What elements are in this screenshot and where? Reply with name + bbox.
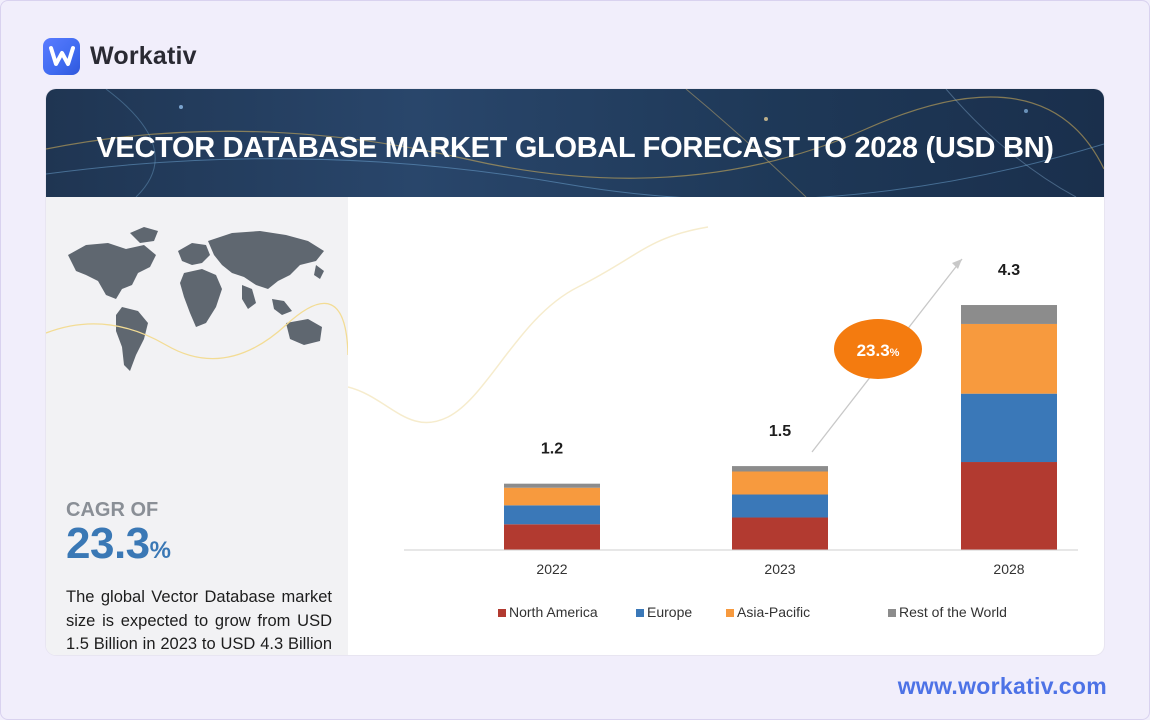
cagr-badge — [834, 319, 922, 379]
bar-2023-europe — [732, 494, 828, 518]
banner-background-graphic — [46, 89, 1104, 197]
cagr-badge-text: 23.3% — [857, 341, 900, 360]
title-banner: VECTOR DATABASE MARKET GLOBAL FORECAST T… — [46, 89, 1104, 197]
legend-item-north-america: North America — [498, 604, 598, 620]
x-tick-label-2028: 2028 — [993, 561, 1024, 577]
market-description: The global Vector Database market size i… — [66, 588, 332, 653]
legend-swatch-north-america — [498, 609, 506, 617]
legend-swatch-rest-of-the-world — [888, 609, 896, 617]
cagr-number: 23.3 — [66, 519, 150, 568]
workativ-logo-icon — [43, 37, 80, 75]
x-tick-label-2023: 2023 — [764, 561, 795, 577]
cagr-label: CAGR OF — [66, 499, 159, 521]
legend-label-north-america: North America — [509, 604, 598, 620]
chart-area: 2022 2023 2028 1.2 1.5 4.3 23.3% North Ameri… — [348, 197, 1104, 655]
growth-arrow-head-icon — [952, 259, 962, 269]
chart-title: VECTOR DATABASE MARKET GLOBAL FORECAST T… — [96, 131, 1054, 164]
bars-layer — [504, 305, 1057, 550]
brand-header: Workativ — [43, 37, 197, 75]
cagr-badge-unit: % — [890, 347, 900, 359]
bar-2022-rest-of-the-world — [504, 483, 600, 488]
x-axis-labels: 2022 2023 2028 — [536, 561, 1024, 577]
x-tick-label-2022: 2022 — [536, 561, 567, 577]
stacked-bar-chart: 2022 2023 2028 1.2 1.5 4.3 23.3% North Ameri… — [348, 226, 1078, 620]
legend-item-europe: Europe — [636, 604, 692, 620]
bar-2028-europe — [961, 393, 1057, 463]
decorative-curve — [348, 226, 709, 424]
bar-2023-rest-of-the-world — [732, 466, 828, 472]
bar-2023-north-america — [732, 517, 828, 550]
legend-label-rest-of-the-world: Rest of the World — [899, 604, 1007, 620]
bar-2022-asia-pacific — [504, 487, 600, 506]
legend: North America Europe Asia-Pacific Rest of t… — [498, 604, 1007, 620]
total-label-2022: 1.2 — [541, 441, 563, 458]
cagr-badge-value: 23.3 — [857, 341, 890, 360]
legend-item-rest-of-the-world: Rest of the World — [888, 604, 1007, 620]
summary-panel: CAGR OF 23.3% The global Vector Database… — [46, 197, 348, 655]
legend-swatch-asia-pacific — [726, 609, 734, 617]
legend-swatch-europe — [636, 609, 644, 617]
legend-item-asia-pacific: Asia-Pacific — [726, 604, 810, 620]
world-map-icon — [46, 227, 348, 371]
bar-2028-rest-of-the-world — [961, 305, 1057, 324]
brand-name: Workativ — [90, 41, 197, 70]
infographic-card: VECTOR DATABASE MARKET GLOBAL FORECAST T… — [46, 89, 1104, 655]
bar-2028-asia-pacific — [961, 323, 1057, 394]
total-label-2023: 1.5 — [769, 423, 791, 440]
total-label-2028: 4.3 — [998, 262, 1020, 279]
website-url[interactable]: www.workativ.com — [897, 673, 1107, 699]
legend-label-asia-pacific: Asia-Pacific — [737, 604, 810, 620]
bar-2022-north-america — [504, 524, 600, 550]
bar-2023-asia-pacific — [732, 471, 828, 495]
cagr-unit: % — [149, 537, 171, 564]
cagr-value: 23.3% — [66, 519, 171, 569]
legend-label-europe: Europe — [647, 604, 692, 620]
bar-2028-north-america — [961, 462, 1057, 550]
total-labels: 1.2 1.5 4.3 — [541, 262, 1020, 458]
bar-2022-europe — [504, 505, 600, 525]
